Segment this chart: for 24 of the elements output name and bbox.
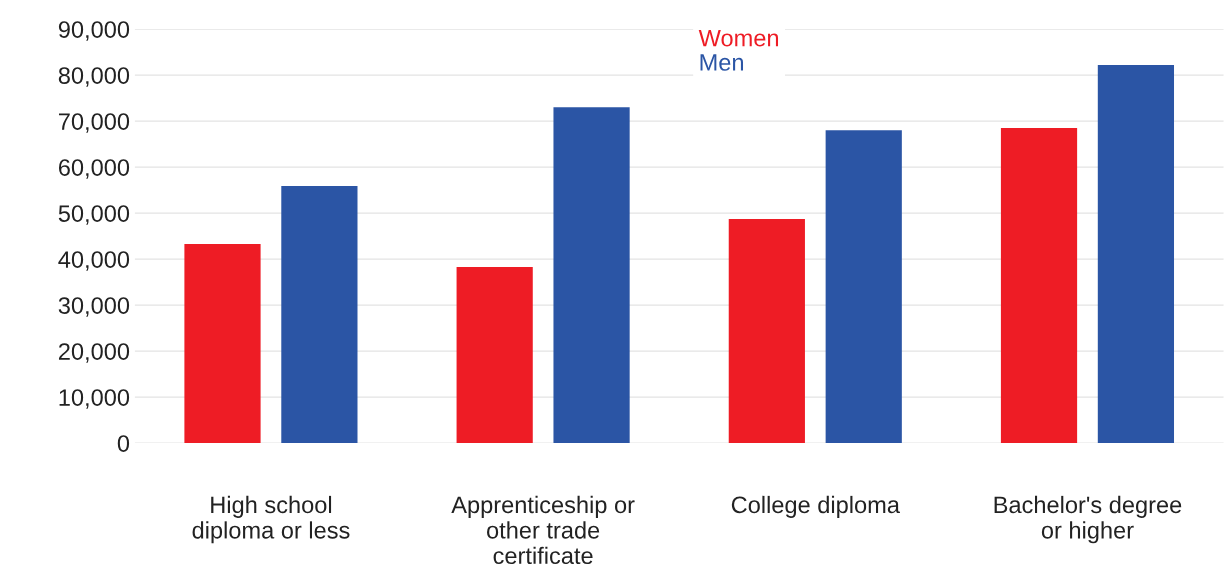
y-tick-label: 0: [117, 435, 130, 452]
y-tick-label: 40,000: [58, 251, 130, 271]
text: Men: [700, 54, 744, 71]
bar: [281, 185, 358, 444]
bar: [728, 219, 805, 444]
y-tick-label: 30,000: [58, 297, 130, 317]
bar: [553, 107, 630, 444]
text: Women: [698, 29, 779, 47]
x-tick-label: Apprenticeship or other trade certificate: [451, 495, 635, 565]
y-tick-label: 90,000: [58, 21, 130, 41]
y-tick-label: 10,000: [59, 389, 130, 409]
y-tick-label: 20,000: [58, 343, 130, 363]
bar: [184, 243, 261, 444]
y-tick-label: 50,000: [58, 205, 130, 225]
x-tick-label: College diploma: [731, 495, 900, 518]
bar: [1097, 65, 1175, 444]
y-tick-label: 70,000: [59, 113, 130, 133]
bar: [1000, 128, 1078, 444]
x-tick-label: Bachelor's degree or higher: [994, 495, 1182, 544]
y-tick-label: 60,000: [58, 159, 130, 179]
x-tick-label: High school diploma or less: [192, 495, 350, 544]
y-tick-label: 80,000: [58, 67, 130, 87]
bar: [825, 130, 902, 444]
bar: [456, 266, 533, 444]
